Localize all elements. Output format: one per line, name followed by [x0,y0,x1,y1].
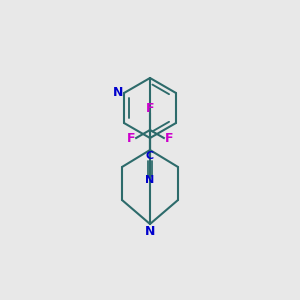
Text: N: N [113,86,123,100]
Text: N: N [146,175,154,185]
Text: F: F [165,131,173,145]
Text: C: C [146,151,154,161]
Text: F: F [127,131,135,145]
Text: N: N [145,225,155,238]
Text: F: F [146,103,154,116]
